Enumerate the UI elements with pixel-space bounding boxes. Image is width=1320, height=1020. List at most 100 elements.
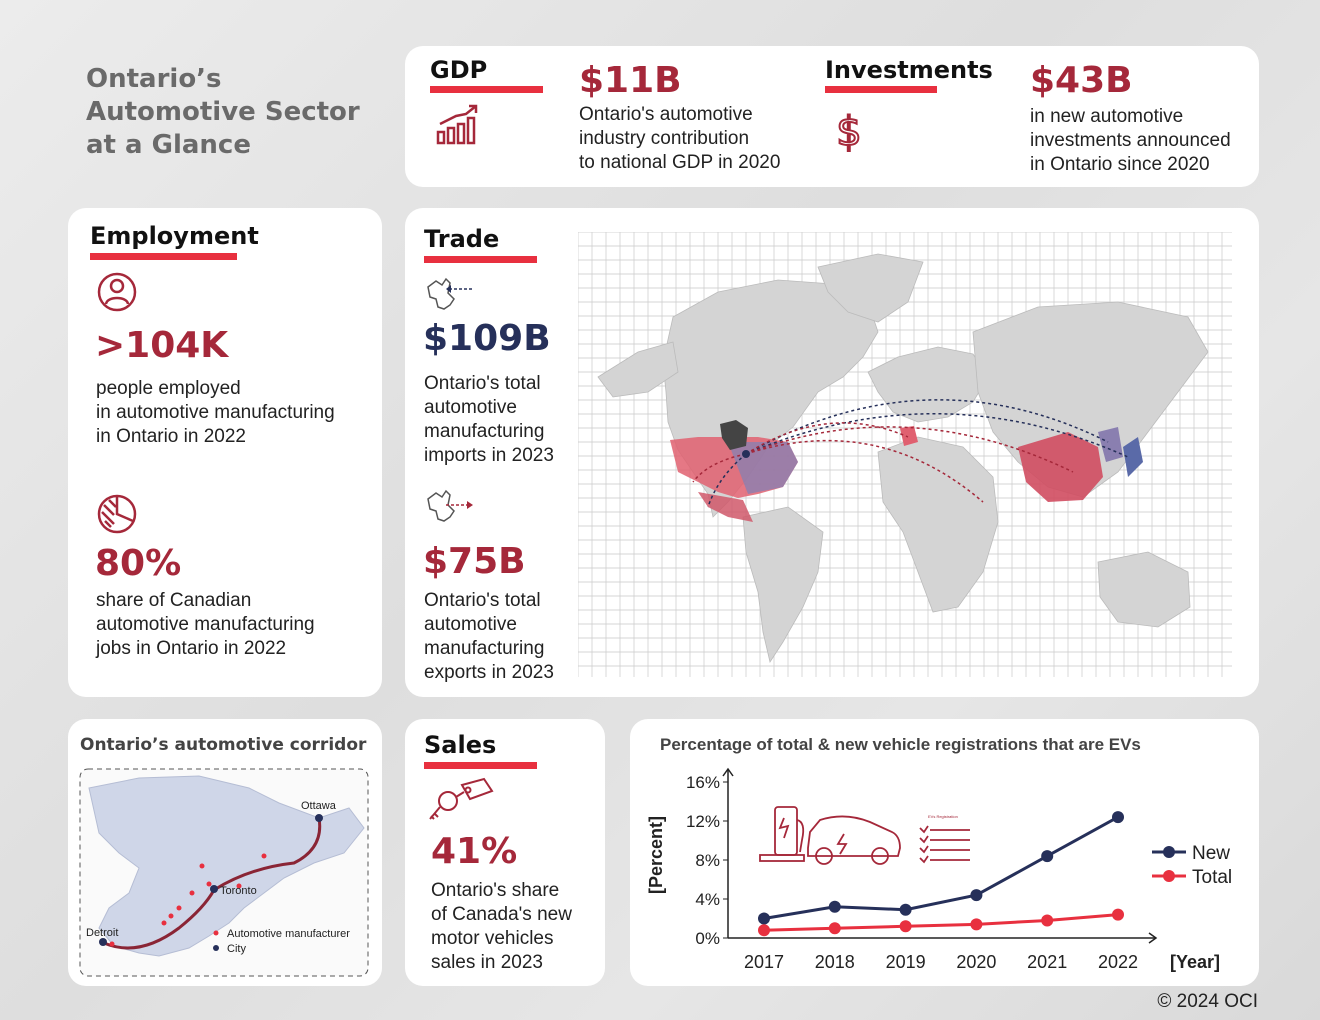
trade-imports-value: $109B [423, 318, 551, 359]
alaska [597, 341, 679, 398]
data-point-new [1112, 811, 1124, 824]
legend-manufacturer-label: Automotive manufacturer [227, 928, 350, 940]
gdp-description: Ontario's automotive industry contributio… [579, 104, 781, 173]
sales-value: 41% [431, 831, 518, 872]
y-tick-label: 12% [686, 812, 720, 831]
trade-route-korea [745, 399, 1109, 455]
korea-highlight [1098, 427, 1123, 462]
car-keys-icon [429, 777, 494, 820]
legend-label-new: New [1192, 843, 1230, 864]
germany-highlight [900, 426, 918, 446]
x-tick-label: 2022 [1098, 952, 1138, 972]
dollar-icon: $ [835, 108, 862, 152]
ontario-origin-dot [742, 450, 750, 458]
bar-chart-growth-icon [436, 104, 478, 145]
ontario-export-icon [427, 489, 473, 522]
trade-route-japan [745, 413, 1129, 458]
employment-underline [90, 253, 237, 260]
sales-heading: Sales [424, 731, 497, 759]
y-tick-label: 0% [695, 929, 720, 948]
gdp-investments-card [405, 46, 1259, 187]
data-point-total [828, 922, 841, 935]
x-axis-label: [Year] [1170, 952, 1220, 972]
manufacturer-dots [109, 853, 267, 947]
toronto-dot [210, 885, 218, 893]
china-highlight [1018, 432, 1103, 502]
data-point-total [970, 918, 983, 931]
data-point-new [1041, 850, 1054, 863]
employment-share-description: share of Canadian automotive manufacturin… [96, 590, 315, 659]
x-tick-label: 2017 [744, 952, 784, 972]
investments-underline [825, 86, 937, 93]
inset-label: EVs Registration [928, 814, 958, 819]
svg-text:$: $ [836, 109, 861, 152]
australia [1097, 551, 1191, 628]
x-axis-arrow [1148, 932, 1158, 944]
africa [877, 436, 999, 613]
page-title: Ontario’s Automotive Sector at a Glance [86, 64, 360, 160]
x-tick-label: 2019 [886, 952, 926, 972]
series-line-new [763, 815, 1119, 920]
y-axis-label: [Percent] [646, 816, 666, 894]
ontario-highlight [720, 420, 748, 450]
x-tick-label: 2020 [956, 952, 996, 972]
trade-route-us [692, 453, 747, 483]
gdp-heading: GDP [430, 56, 488, 84]
x-tick-label: 2021 [1027, 952, 1067, 972]
copyright: © 2024 OCI [1157, 991, 1258, 1012]
legend-label-total: Total [1192, 867, 1232, 888]
sales-description: Ontario's share of Canada's new motor vehi… [431, 880, 572, 973]
south-america [742, 506, 824, 664]
person-icon [97, 272, 137, 312]
data-point-new [828, 900, 841, 913]
pie-chart-icon [97, 494, 137, 534]
legend-marker-new [1163, 846, 1175, 858]
data-point-total [758, 924, 770, 937]
data-point-new [758, 912, 770, 925]
data-point-total [1041, 914, 1054, 927]
japan-highlight [1123, 437, 1143, 477]
y-axis-arrow [722, 767, 734, 777]
data-point-total [899, 920, 912, 933]
ev-registrations-chart: 0% 4% 8% 12% 16% 2017 2018 2019 2020 2021 2022 [Yea… [646, 767, 1232, 972]
legend-city-label: City [227, 943, 246, 955]
series-line-total [763, 913, 1119, 932]
legend-city-dot [213, 945, 219, 951]
sales-underline [424, 762, 537, 769]
ontario-corridor-map: Ottawa Toronto Detroit Automotive manufa… [79, 768, 369, 977]
data-point-new [899, 903, 912, 916]
investments-heading: Investments [825, 56, 993, 84]
employment-share-value: 80% [95, 543, 182, 584]
world-trade-map [578, 232, 1232, 677]
ev-car-charger-illustration [759, 806, 970, 865]
legend-manufacturer-dot [213, 930, 219, 936]
gdp-underline [430, 86, 543, 93]
trade-exports-value: $75B [423, 541, 526, 582]
investments-value: $43B [1030, 60, 1133, 101]
trade-route-middle-east [745, 439, 984, 503]
trade-heading: Trade [424, 225, 500, 253]
employment-heading: Employment [90, 222, 259, 250]
toronto-label: Toronto [220, 885, 257, 897]
detroit-dot [99, 938, 107, 946]
corridor-heading: Ontario’s automotive corridor [80, 735, 367, 755]
ottawa-dot [315, 814, 323, 822]
trade-exports-description: Ontario's total automotive manufacturing ex… [424, 590, 554, 683]
trade-route-china [745, 426, 1074, 473]
y-tick-label: 16% [686, 773, 720, 792]
ontario-landmass [88, 775, 365, 957]
detroit-label: Detroit [86, 927, 118, 939]
chart-title: Percentage of total & new vehicle regist… [660, 735, 1141, 754]
data-point-total [1112, 908, 1124, 921]
mexico-highlight [698, 492, 753, 522]
investments-description: in new automotive investments announced in… [1030, 106, 1231, 175]
employment-people-description: people employed in automotive manufacturi… [96, 378, 335, 447]
y-tick-label: 4% [695, 890, 720, 909]
gdp-value: $11B [579, 60, 682, 101]
ontario-import-icon [427, 277, 472, 310]
trade-underline [424, 256, 537, 263]
x-tick-label: 2018 [815, 952, 855, 972]
trade-imports-description: Ontario's total automotive manufacturing im… [424, 373, 554, 466]
data-point-new [970, 889, 983, 902]
employment-people-value: >104K [95, 325, 229, 366]
